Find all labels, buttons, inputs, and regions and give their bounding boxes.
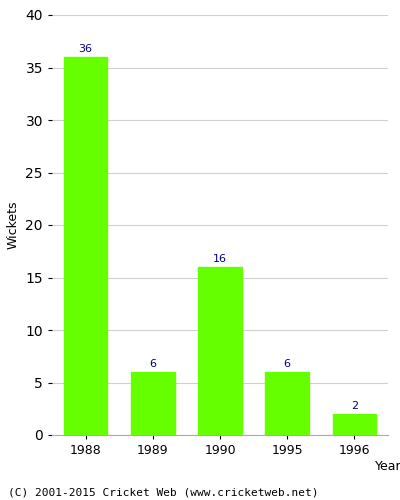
Text: 6: 6 — [284, 359, 291, 369]
Bar — [198, 267, 242, 435]
Bar — [64, 57, 108, 435]
Text: 36: 36 — [78, 44, 92, 54]
X-axis label: Year: Year — [375, 460, 400, 473]
Text: 6: 6 — [149, 359, 156, 369]
Bar — [265, 372, 309, 435]
Text: 2: 2 — [351, 401, 358, 411]
Text: 16: 16 — [213, 254, 227, 264]
Y-axis label: Wickets: Wickets — [7, 200, 20, 249]
Text: (C) 2001-2015 Cricket Web (www.cricketweb.net): (C) 2001-2015 Cricket Web (www.cricketwe… — [8, 488, 318, 498]
Bar — [332, 414, 376, 435]
Bar — [131, 372, 175, 435]
